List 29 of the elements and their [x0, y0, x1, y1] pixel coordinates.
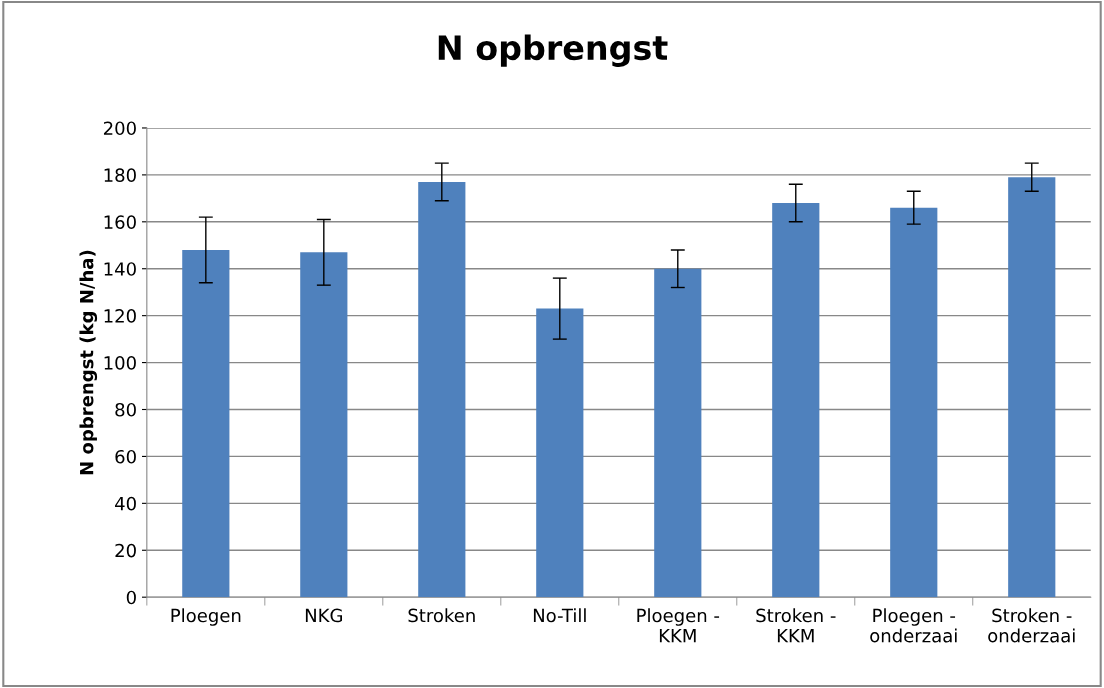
- bar: [418, 181, 466, 598]
- y-tick-label: 200: [103, 121, 136, 136]
- y-axis-title: N opbrengst (kg N/ha): [79, 250, 98, 475]
- x-tick-label: NKG: [305, 608, 342, 623]
- x-tick-label: Stroken - onderzaai: [988, 608, 1075, 643]
- y-tick-label: 120: [104, 309, 136, 323]
- y-tick-label: 160: [104, 215, 136, 229]
- bar: [890, 207, 938, 598]
- y-tick-label: 20: [115, 543, 136, 558]
- x-tick-label: Stroken: [408, 608, 475, 623]
- x-tick-label: Ploegen - onderzaai: [870, 608, 957, 643]
- x-tick-label: No-Till: [533, 608, 586, 623]
- chart-title: N opbrengst: [438, 34, 668, 67]
- x-tick-label: Ploegen - KKM: [637, 608, 720, 643]
- y-tick-label: 180: [104, 168, 136, 183]
- x-tick-label: Ploegen: [171, 608, 241, 626]
- y-tick-label: 0: [126, 590, 136, 605]
- bar: [1008, 177, 1056, 598]
- bar: [182, 249, 230, 598]
- bar: [772, 203, 820, 598]
- y-tick-label: 100: [104, 356, 136, 370]
- y-tick-label: 40: [115, 496, 136, 511]
- y-tick-label: 80: [115, 402, 136, 417]
- bar: [536, 308, 584, 598]
- y-tick-label: 60: [115, 449, 136, 464]
- x-tick-label: Stroken - KKM: [756, 608, 836, 643]
- y-tick-label: 140: [104, 262, 136, 276]
- bar: [300, 252, 348, 598]
- bar: [654, 268, 702, 598]
